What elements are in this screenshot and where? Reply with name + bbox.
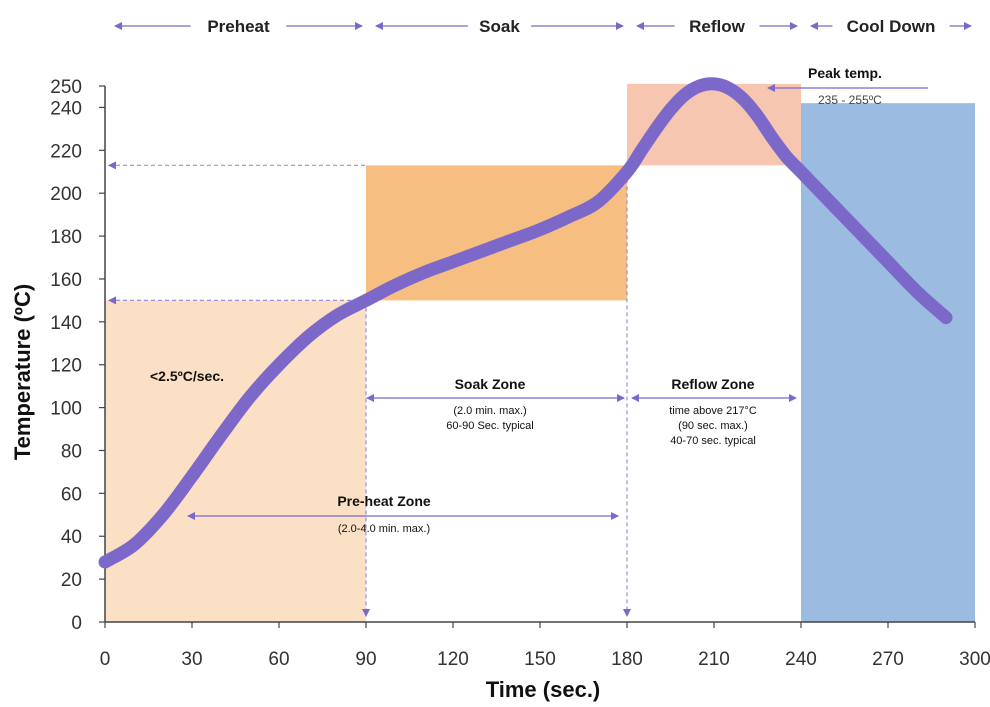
temperature-profile-line [98,77,953,569]
soak-zone-title: Soak Zone [455,376,526,392]
phase-label-1: Soak [479,17,520,36]
y-tick-label: 60 [61,484,82,505]
x-tick-label: 30 [181,649,202,670]
x-tick-label: 90 [355,649,376,670]
phase-label-3: Cool Down [847,17,936,36]
y-tick-label: 200 [50,184,82,205]
y-tick-label: 0 [71,613,82,634]
soak-zone-line2: 60-90 Sec. typical [446,420,533,432]
zone-arrows [187,84,928,520]
phases-layer: Preheat Soak Reflow Cool Down [114,17,972,36]
x-tick-label: 300 [959,649,990,670]
x-tick-label: 270 [872,649,904,670]
peak-temp-range: 235 - 255ºC [818,93,882,107]
y-tick-label: 80 [61,441,82,462]
y-tick-label: 100 [50,399,82,420]
x-tick-label: 120 [437,649,469,670]
y-tick-label: 180 [50,227,82,248]
x-tick-label: 240 [785,649,817,670]
ramp-rate-label: <2.5ºC/sec. [150,368,224,384]
x-tick-label: 150 [524,649,556,670]
y-tick-label: 250 [50,77,82,98]
ticks-layer: 0 30 60 90 120 150 180 210 240 270 300 0 20 40 60 80 100… [50,77,990,670]
phase-label-2: Reflow [689,17,746,36]
y-tick-label: 40 [61,527,82,548]
y-tick-label: 120 [50,356,82,377]
reflow-zone-line2: (90 sec. max.) [678,420,748,432]
x-tick-label: 0 [100,649,111,670]
y-tick-label: 220 [50,141,82,162]
x-tick-label: 210 [698,649,730,670]
zone-rect-3 [801,103,975,623]
guides-layer [108,161,631,617]
phase-label-0: Preheat [207,17,270,36]
soak-zone-line1: (2.0 min. max.) [453,405,526,417]
reflow-zone-title: Reflow Zone [671,376,754,392]
x-tick-label: 60 [268,649,289,670]
peak-temp-title: Peak temp. [808,65,882,81]
preheat-zone-line1: (2.0-4.0 min. max.) [338,523,430,535]
reflow-zone-line3: 40-70 sec. typical [670,435,756,447]
y-tick-label: 160 [50,270,82,291]
y-tick-label: 240 [50,98,82,119]
x-axis-title: Time (sec.) [486,677,601,702]
preheat-zone-title: Pre-heat Zone [337,493,431,509]
zones-layer [105,83,975,623]
y-tick-label: 20 [61,570,82,591]
reflow-zone-line1: time above 217°C [669,405,757,417]
y-tick-label: 140 [50,313,82,334]
zone-rect-0 [105,300,366,622]
x-tick-label: 180 [611,649,643,670]
y-axis-title: Temperature (ºC) [10,284,35,460]
